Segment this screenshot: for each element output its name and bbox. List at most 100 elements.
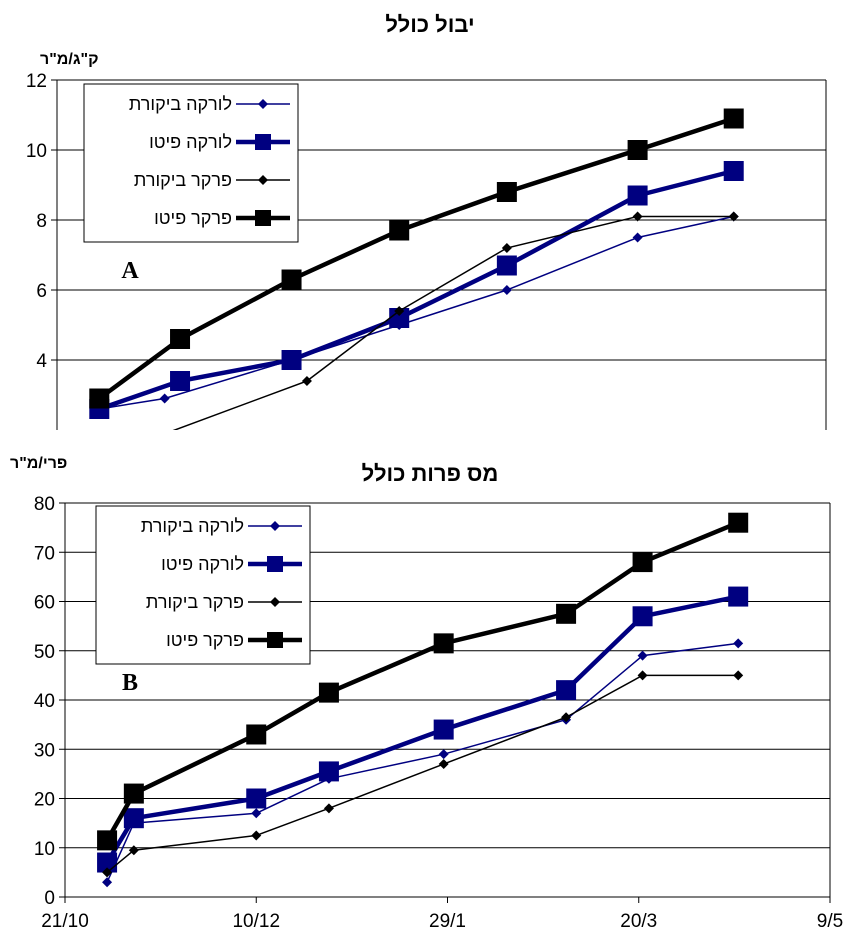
data-point xyxy=(97,830,118,851)
y-tick-label: 6 xyxy=(36,281,47,302)
data-point xyxy=(728,512,749,533)
data-point xyxy=(89,388,110,409)
data-point xyxy=(102,867,113,878)
data-point xyxy=(501,243,512,253)
data-point xyxy=(123,783,144,804)
data-point xyxy=(556,603,577,624)
data-point xyxy=(556,680,577,701)
data-point xyxy=(128,845,139,856)
chart-a-ylabel: ק"ג/מ"ר xyxy=(40,51,99,68)
chart-b: 0 10 20 30 40 50 60 70 80 21/10 10/12 29/1 20/3 9/5 לו… xyxy=(34,494,843,932)
data-point xyxy=(94,453,104,463)
data-point xyxy=(123,808,144,829)
legend-marker xyxy=(270,597,280,607)
legend-label: פרקר ביקורת xyxy=(134,170,232,190)
y-tick-label: 4 xyxy=(36,351,47,372)
plot-area xyxy=(97,512,749,888)
legend-marker xyxy=(255,210,271,226)
x-tick-label: 21/10 xyxy=(41,911,89,932)
data-point xyxy=(501,285,512,295)
legend-label: לורקה ביקורת xyxy=(141,516,244,536)
data-point xyxy=(433,719,454,740)
series-line-פרקר-ביקורת xyxy=(172,215,734,430)
data-point xyxy=(318,682,339,703)
data-point xyxy=(728,211,739,222)
data-point xyxy=(632,232,643,243)
x-tick-label: 10/12 xyxy=(232,911,280,932)
y-tick-label: 80 xyxy=(34,494,55,515)
data-point xyxy=(251,808,262,819)
legend-label: פרקר פיטו xyxy=(154,208,232,228)
legend-marker xyxy=(270,521,280,531)
y-tick-label: 12 xyxy=(26,71,47,92)
data-point xyxy=(438,759,449,770)
legend-marker xyxy=(267,632,283,648)
data-point xyxy=(251,830,262,841)
y-tick-label: 20 xyxy=(34,790,55,811)
data-point xyxy=(159,393,170,404)
data-point xyxy=(637,670,648,681)
legend-label: לורקה פיטו xyxy=(149,132,232,152)
chart-a-title: יבול כולל xyxy=(385,12,474,37)
legend-marker xyxy=(255,134,271,150)
legend-marker xyxy=(267,556,283,572)
data-point xyxy=(433,633,454,654)
data-point xyxy=(627,185,648,206)
data-point xyxy=(170,329,191,349)
y-tick-label: 70 xyxy=(34,543,55,564)
data-point xyxy=(102,877,113,888)
data-point xyxy=(637,650,648,661)
legend-label: פרקר פיטו xyxy=(166,630,244,650)
x-tick-label: 9/5 xyxy=(817,911,843,932)
data-point xyxy=(561,712,572,723)
y-tick-label: 40 xyxy=(34,691,55,712)
y-tick-label: 50 xyxy=(34,642,55,663)
series-line-לורקה-ביקורת xyxy=(106,642,739,883)
legend-marker xyxy=(258,99,268,109)
x-tick-label: 20/3 xyxy=(620,911,657,932)
chart-a: 4 6 8 10 12 לורקה ביקורת לורקה פיטו פרקר ביקורת… xyxy=(26,71,827,463)
data-point xyxy=(281,269,302,290)
legend-marker xyxy=(258,175,268,185)
legend: לורקה ביקורת לורקה פיטו פרקר ביקורת פרקר פי… xyxy=(83,83,299,243)
chart-b-ylabel: פרי/מ"ר xyxy=(10,455,67,472)
data-point xyxy=(733,670,744,681)
y-tick-label: 8 xyxy=(36,211,47,232)
chart-b-title: מס פרות כולל xyxy=(362,461,499,486)
data-point xyxy=(632,606,653,627)
data-point xyxy=(394,306,405,316)
data-point xyxy=(632,552,653,573)
data-point xyxy=(728,586,749,607)
plot-area xyxy=(89,108,744,463)
data-point xyxy=(627,140,648,160)
legend-label: לורקה פיטו xyxy=(161,554,244,574)
y-tick-label: 10 xyxy=(26,141,47,162)
data-point xyxy=(318,761,339,782)
data-point xyxy=(496,255,517,276)
data-point xyxy=(496,182,517,202)
legend-label: פרקר ביקורת xyxy=(146,592,244,612)
data-point xyxy=(281,350,302,370)
series-line-פרקר-ביקורת xyxy=(106,674,739,873)
y-tick-label: 60 xyxy=(34,593,55,614)
data-point xyxy=(733,638,744,649)
data-point xyxy=(323,803,334,814)
x-tick-label: 29/1 xyxy=(429,911,466,932)
data-point xyxy=(301,376,312,386)
data-point xyxy=(246,788,267,809)
series-line-לורקה-פיטו xyxy=(105,594,739,864)
series-line-פרקר-פיטו xyxy=(105,520,740,842)
legend-label: לורקה ביקורת xyxy=(129,94,232,114)
data-point xyxy=(723,161,744,181)
data-point xyxy=(246,724,267,745)
data-point xyxy=(170,371,191,391)
y-tick-label: 10 xyxy=(34,839,55,860)
data-point xyxy=(389,220,410,241)
y-tick-label: 0 xyxy=(44,888,55,909)
data-point xyxy=(632,211,643,222)
panel-label: A xyxy=(121,258,139,284)
legend: לורקה ביקורת לורקה פיטו פרקר ביקורת פרקר פי… xyxy=(95,505,311,665)
data-point xyxy=(389,308,410,328)
y-tick-label: 30 xyxy=(34,740,55,761)
